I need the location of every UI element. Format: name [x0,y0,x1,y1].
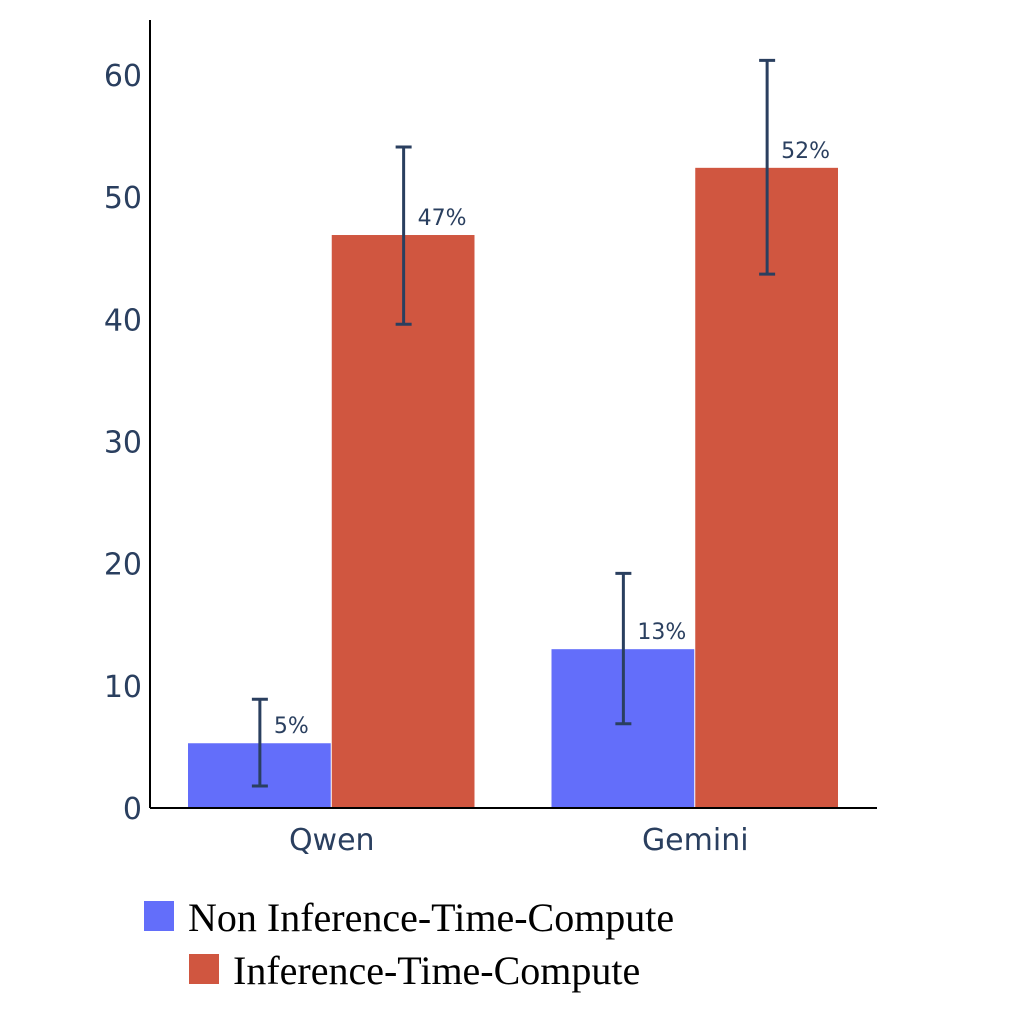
data-labels-layer: 5% 47% 13% 52% [274,139,830,739]
y-tick-label: 30 [104,425,142,460]
data-label-gemini-series-1: 52% [781,139,830,164]
legend: Non Inference-Time-Compute Inference-Time… [144,895,674,993]
legend-swatch-series-0 [144,901,174,931]
legend-label-series-0: Non Inference-Time-Compute [188,895,674,940]
y-tick-label: 50 [104,181,142,216]
legend-label-series-1: Inference-Time-Compute [233,948,640,993]
y-axis-ticks: 0 10 20 30 40 50 60 [104,59,142,827]
error-bars-layer [251,58,776,788]
x-axis-ticks: Qwen Gemini [289,823,749,858]
data-label-gemini-series-0: 13% [637,620,686,645]
x-tick-label-gemini: Gemini [642,823,749,858]
x-tick-label-qwen: Qwen [289,823,375,858]
data-label-qwen-series-1: 47% [418,206,467,231]
y-tick-label: 0 [123,792,142,827]
legend-swatch-series-1 [189,954,219,984]
y-tick-label: 20 [104,548,142,583]
bar-qwen-series-1 [331,235,475,809]
y-tick-label: 60 [104,59,142,94]
data-label-qwen-series-0: 5% [274,714,309,739]
y-tick-label: 40 [104,303,142,338]
y-tick-label: 10 [104,670,142,705]
bars-layer [188,167,838,809]
